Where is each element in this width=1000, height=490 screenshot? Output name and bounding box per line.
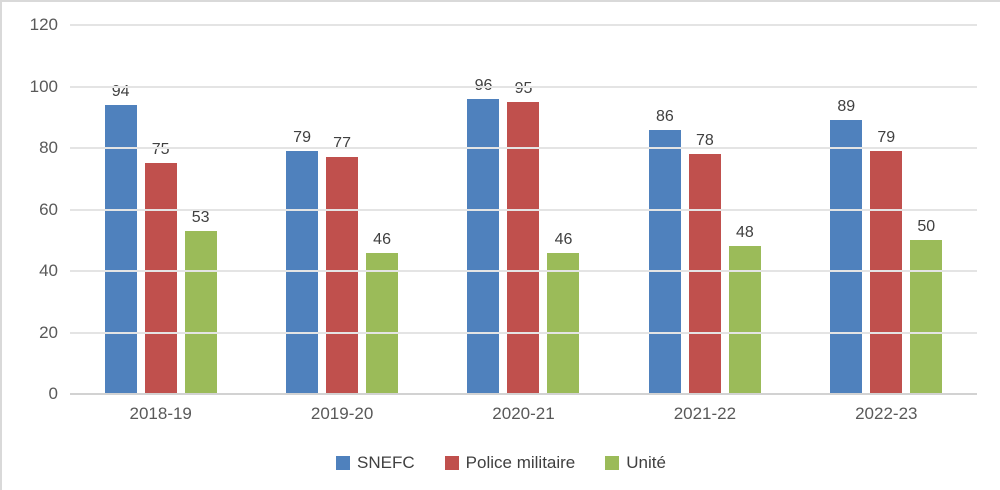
bar-with-label: 95 (507, 25, 540, 394)
bar-value-label: 89 (837, 98, 856, 116)
y-axis-tick-label: 20 (39, 322, 58, 342)
bar-value-label: 50 (917, 218, 936, 236)
bar (870, 151, 903, 394)
bar-with-label: 46 (547, 25, 580, 394)
bar (144, 163, 177, 394)
bar-group: 89 79 50 (796, 25, 977, 394)
bar-with-label: 78 (688, 25, 721, 394)
bar-with-label: 75 (144, 25, 177, 394)
bar-value-label: 86 (655, 107, 674, 125)
gridline (70, 85, 977, 88)
y-axis-tick-label: 100 (29, 76, 58, 96)
gridline (70, 147, 977, 149)
bar-with-label: 46 (366, 25, 399, 394)
bar (326, 157, 359, 394)
bar-with-label: 89 (830, 25, 863, 394)
bar-with-label: 53 (184, 25, 217, 394)
bar-value-label: 48 (735, 224, 754, 242)
x-axis-category-label: 2019-20 (310, 404, 374, 423)
bar-with-label: 79 (870, 25, 903, 394)
x-axis-category-label: 2022-23 (855, 404, 918, 423)
gridline (70, 331, 977, 334)
bar-value-label: 46 (373, 230, 391, 248)
bar-with-label: 94 (104, 25, 137, 394)
legend-label: Police militaire (465, 453, 576, 472)
bar (830, 120, 863, 394)
y-axis-tick-label: 120 (29, 15, 58, 34)
bar-value-label: 79 (293, 129, 311, 147)
legend-swatch (605, 456, 620, 470)
gridline (70, 24, 977, 26)
gridline (70, 393, 977, 395)
bar (648, 129, 681, 394)
bar-groups-container: 94 75 53 79 77 46 96 95 46 86 78 48 89 79 50 (70, 25, 977, 394)
plot-area: 94 75 53 79 77 46 96 95 46 86 78 48 89 79 50 (70, 24, 977, 395)
bar (688, 154, 721, 394)
x-axis-category-label: 2018-19 (129, 404, 192, 423)
legend-item: Unité (605, 453, 666, 473)
bar-value-label: 46 (554, 230, 573, 248)
x-axis-category-label: 2021-22 (673, 404, 737, 423)
bar (910, 240, 943, 394)
bar-value-label: 78 (695, 132, 714, 150)
y-axis: 0 20 40 60 80 100 120 (2, 15, 58, 403)
bar-with-label: 79 (286, 25, 319, 394)
bar-with-label: 86 (648, 25, 681, 394)
bar (467, 98, 500, 394)
legend-label: Unité (626, 453, 666, 472)
bar-group: 96 95 46 (433, 25, 614, 394)
y-axis-tick-label: 40 (39, 261, 58, 280)
legend-item: Police militaire (444, 453, 576, 473)
bar-value-label: 75 (151, 141, 170, 159)
legend: SNEFC Police militaire Unité (2, 453, 1000, 473)
bar-group: 86 78 48 (614, 25, 795, 394)
legend-label: SNEFC (357, 453, 415, 472)
legend-swatch (444, 456, 459, 470)
y-axis-tick-label: 60 (39, 199, 58, 219)
bar-value-label: 53 (191, 209, 210, 227)
bar-value-label: 96 (475, 77, 493, 95)
y-axis-tick-label: 80 (39, 138, 58, 157)
x-axis-category-label: 2020-21 (492, 404, 555, 423)
legend-item: SNEFC (336, 453, 415, 473)
bar (547, 252, 580, 394)
bar (507, 101, 540, 394)
bar-value-label: 77 (333, 135, 351, 153)
bar (366, 252, 399, 394)
bar (184, 231, 217, 394)
bar (286, 151, 319, 394)
bar (728, 246, 761, 394)
bar-value-label: 95 (514, 79, 533, 97)
y-axis-tick-label: 0 (48, 384, 58, 403)
gridline (70, 208, 977, 211)
x-axis: 2018-19 2019-20 2020-21 2021-22 2022-23 (70, 404, 977, 430)
bar-with-label: 50 (910, 25, 943, 394)
bar-value-label: 79 (877, 129, 896, 147)
bar-group: 94 75 53 (70, 25, 251, 394)
gridline (70, 270, 977, 272)
legend-swatch (336, 456, 351, 470)
bar (104, 104, 137, 394)
bar-group: 79 77 46 (251, 25, 432, 394)
